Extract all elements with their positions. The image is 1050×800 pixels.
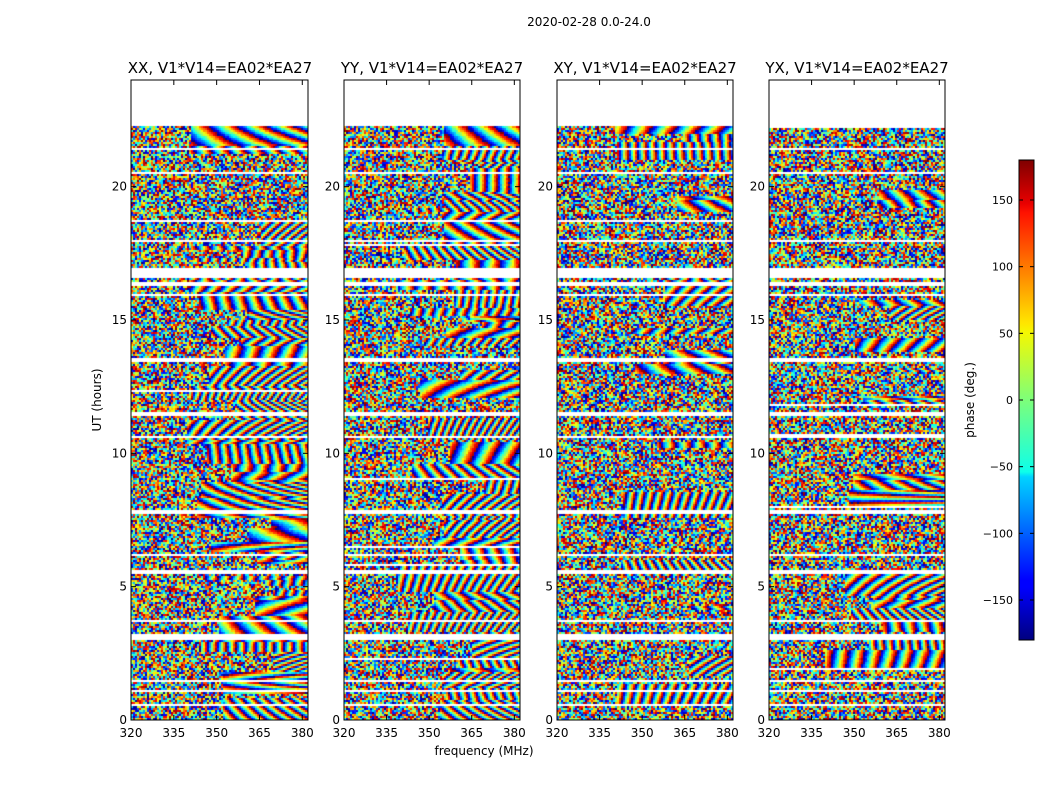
axes-frame-xy <box>556 79 734 721</box>
heatmap-yx <box>769 80 945 720</box>
x-tick-label: 335 <box>800 726 823 740</box>
colorbar-tick-label: 0 <box>1006 394 1013 407</box>
y-tick-label: 20 <box>538 180 553 194</box>
colorbar-tick-label: −50 <box>990 461 1013 474</box>
colorbar-tick-label: 50 <box>999 327 1013 340</box>
x-tick-label: 380 <box>503 726 526 740</box>
heatmap-yy <box>344 80 520 720</box>
x-tick-label: 335 <box>162 726 185 740</box>
y-tick-label: 5 <box>332 580 340 594</box>
colorbar-label: phase (deg.) <box>963 362 977 438</box>
x-tick-label: 335 <box>588 726 611 740</box>
x-tick-label: 320 <box>546 726 569 740</box>
y-tick-label: 0 <box>119 713 127 727</box>
y-tick-label: 15 <box>112 313 127 327</box>
panel-yx: YX, V1*V14=EA02*EA27 320 335 350 365 380 0 5 1… <box>750 59 951 740</box>
x-tick-label: 350 <box>418 726 441 740</box>
phase-image-xy <box>557 80 733 720</box>
heatmap-xx <box>131 80 308 720</box>
phase-image-yx <box>769 80 945 720</box>
y-tick-label: 0 <box>757 713 765 727</box>
x-tick-label: 365 <box>460 726 483 740</box>
y-tick-label: 10 <box>325 446 340 460</box>
axes-frame-xx <box>130 79 309 721</box>
y-tick-label: 5 <box>757 580 765 594</box>
x-ticks-xy: 320 335 350 365 380 <box>546 80 739 740</box>
x-tick-label: 350 <box>205 726 228 740</box>
colorbar: 150 100 50 0 −50 −100 −150 phase (deg.) <box>963 159 1035 641</box>
panel-xx: XX, V1*V14=EA02*EA27 320 335 350 365 380 0 5 1… <box>112 59 314 740</box>
panel-xy: XY, V1*V14=EA02*EA27 320 335 350 365 380 0 5 1… <box>538 59 739 740</box>
y-tick-label: 20 <box>750 180 765 194</box>
x-ticks-yy: 320 335 350 365 380 <box>333 80 526 740</box>
panel-title-xy: XY, V1*V14=EA02*EA27 <box>553 59 736 77</box>
y-ticks-yy: 0 5 10 15 20 <box>325 180 520 727</box>
heatmap-xy <box>557 80 733 720</box>
colorbar-ticks: 150 100 50 0 −50 −100 −150 <box>983 194 1034 607</box>
y-tick-label: 0 <box>332 713 340 727</box>
y-tick-label: 5 <box>119 580 127 594</box>
x-tick-label: 365 <box>673 726 696 740</box>
x-ticks-yx: 320 335 350 365 380 <box>758 80 951 740</box>
phase-image-yy <box>344 80 520 720</box>
axes-frame-yy <box>343 79 521 721</box>
x-tick-label: 320 <box>120 726 143 740</box>
y-axis-label: UT (hours) <box>90 368 104 431</box>
phase-image-xx <box>131 80 308 720</box>
x-tick-label: 320 <box>758 726 781 740</box>
x-tick-label: 350 <box>843 726 866 740</box>
colorbar-tick-label: −100 <box>983 527 1013 540</box>
x-tick-label: 320 <box>333 726 356 740</box>
x-tick-label: 365 <box>248 726 271 740</box>
y-ticks-xx: 0 5 10 15 20 <box>112 180 308 727</box>
x-ticks-xx: 320 335 350 365 380 <box>120 80 314 740</box>
x-tick-label: 380 <box>291 726 314 740</box>
y-ticks-xy: 0 5 10 15 20 <box>538 180 733 727</box>
colorbar-tick-label: 100 <box>992 261 1013 274</box>
panel-yy: YY, V1*V14=EA02*EA27 320 335 350 365 380 0 5 1… <box>325 59 526 740</box>
y-tick-label: 10 <box>750 446 765 460</box>
panel-title-xx: XX, V1*V14=EA02*EA27 <box>128 59 312 77</box>
panel-title-yx: YX, V1*V14=EA02*EA27 <box>764 59 948 77</box>
suptitle: 2020-02-28 0.0-24.0 <box>527 15 651 29</box>
x-tick-label: 365 <box>885 726 908 740</box>
y-tick-label: 15 <box>538 313 553 327</box>
axes-frame-yx <box>768 79 946 721</box>
y-tick-label: 5 <box>545 580 553 594</box>
y-tick-label: 0 <box>545 713 553 727</box>
y-tick-label: 10 <box>538 446 553 460</box>
x-tick-label: 350 <box>631 726 654 740</box>
x-tick-label: 335 <box>375 726 398 740</box>
panel-title-yy: YY, V1*V14=EA02*EA27 <box>340 59 523 77</box>
y-tick-label: 10 <box>112 446 127 460</box>
y-tick-label: 20 <box>325 180 340 194</box>
colorbar-tick-label: 150 <box>992 194 1013 207</box>
y-tick-label: 20 <box>112 180 127 194</box>
x-tick-label: 380 <box>928 726 951 740</box>
colorbar-tick-label: −150 <box>983 594 1013 607</box>
y-tick-label: 15 <box>325 313 340 327</box>
y-ticks-yx: 0 5 10 15 20 <box>750 180 945 727</box>
x-axis-label: frequency (MHz) <box>434 744 533 758</box>
x-tick-label: 380 <box>716 726 739 740</box>
y-tick-label: 15 <box>750 313 765 327</box>
